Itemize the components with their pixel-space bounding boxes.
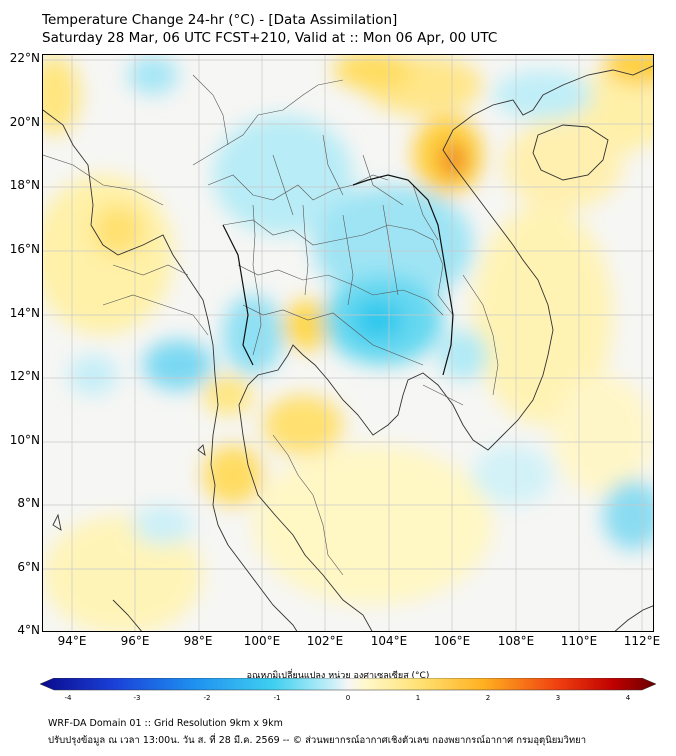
colorbar-tick: -4 <box>65 694 73 702</box>
lon-label-94e: 94°E <box>57 634 87 648</box>
lat-label-16n: 16°N <box>9 242 40 256</box>
colorbar-ticks: -4 -3 -2 -1 0 1 2 3 4 <box>65 694 631 702</box>
colorbar-tick: -3 <box>134 694 141 702</box>
admin-boundaries <box>43 74 499 576</box>
colorbar-tick: -1 <box>274 694 281 702</box>
lon-label-96e: 96°E <box>120 634 150 648</box>
colorbar-label: อุณหภูมิเปลี่ยนแปลง หน่วย องศาเซลเซียส (… <box>246 671 430 681</box>
lon-label-108e: 108°E <box>497 634 535 648</box>
colorbar-tick: 1 <box>416 694 420 702</box>
colorbar-tick: -2 <box>204 694 211 702</box>
lat-label-18n: 18°N <box>9 178 40 192</box>
lon-label-106e: 106°E <box>433 634 471 648</box>
colorbar-tick: 4 <box>626 694 631 702</box>
map-title: Temperature Change 24-hr (°C) - [Data As… <box>42 12 398 28</box>
colorbar-tick: 0 <box>346 694 350 702</box>
lon-label-102e: 102°E <box>306 634 344 648</box>
footer-domain-info: WRF-DA Domain 01 :: Grid Resolution 9km … <box>48 718 283 729</box>
temperature-field-map <box>43 55 653 631</box>
footer-update-info: ปรับปรุงข้อมูล ณ เวลา 13:00น. วัน ส. ที่… <box>48 735 587 746</box>
lat-label-8n: 8°N <box>17 496 40 510</box>
lon-label-110e: 110°E <box>560 634 598 648</box>
lat-label-12n: 12°N <box>9 369 40 383</box>
lat-label-4n: 4°N <box>17 623 40 637</box>
lat-label-22n: 22°N <box>9 51 40 65</box>
lon-label-112e: 112°E <box>623 634 661 648</box>
lat-label-14n: 14°N <box>9 306 40 320</box>
lon-label-100e: 100°E <box>243 634 281 648</box>
lat-label-6n: 6°N <box>17 560 40 574</box>
lat-label-10n: 10°N <box>9 433 40 447</box>
anomaly-field <box>43 55 653 631</box>
map-panel[interactable] <box>42 54 654 632</box>
lon-label-104e: 104°E <box>370 634 408 648</box>
national-borders <box>222 174 454 376</box>
colorbar: -4 -3 -2 -1 0 1 2 3 4 <box>40 678 656 702</box>
lon-label-98e: 98°E <box>183 634 213 648</box>
colorbar-tick: 3 <box>556 694 560 702</box>
coastlines <box>43 65 653 631</box>
lat-label-20n: 20°N <box>9 115 40 129</box>
map-subtitle: Saturday 28 Mar, 06 UTC FCST+210, Valid … <box>42 30 498 46</box>
colorbar-tick: 2 <box>486 694 490 702</box>
